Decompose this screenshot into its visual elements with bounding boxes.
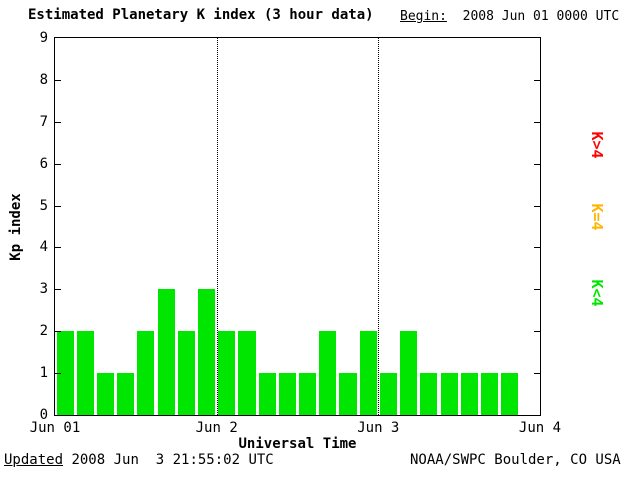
kp-bar [379,373,397,415]
kp-bar [258,373,276,415]
x-tick-label: Jun 2 [195,420,238,436]
updated-label: Updated [4,452,64,468]
y-tick-mark [534,205,540,207]
y-tick-label: 4 [39,239,48,256]
y-tick-label: 2 [39,323,48,340]
y-tick-label: 0 [39,407,48,423]
kp-bar [117,373,135,415]
day-boundary-line [217,38,218,415]
legend-k-lt-4: K<4 [588,279,606,307]
x-axis-title: Universal Time [238,436,357,452]
y-tick-label: 7 [39,113,48,130]
y-tick-mark [534,331,540,333]
kp-bar [440,373,458,415]
kp-bar [177,331,195,415]
begin-text: Begin: 2008 Jun 01 0000 UTC [400,9,619,24]
plot-area [54,37,541,416]
kp-bar [319,331,337,415]
kp-bar [359,331,377,415]
y-tick-mark [534,79,540,81]
y-tick-mark [55,289,61,291]
legend-k-gt-4: K>4 [588,131,606,159]
kp-bar [278,373,296,415]
y-tick-mark [55,247,61,249]
kp-bar [501,373,519,415]
y-tick-mark [55,373,61,375]
kp-bar [238,331,256,415]
y-tick-mark [534,163,540,165]
y-tick-mark [55,205,61,207]
kp-bar [460,373,478,415]
kp-bar [56,331,74,415]
kp-bar [218,331,236,415]
day-boundary-line [378,38,379,415]
kp-bar [76,331,94,415]
legend-k-eq-4: K=4 [588,203,606,231]
kp-bar [137,331,155,415]
updated-text: Updated 2008 Jun 3 21:55:02 UTC [4,452,274,468]
y-tick-label: 1 [39,365,48,382]
source-text: NOAA/SWPC Boulder, CO USA [410,452,621,468]
kp-bar [96,373,115,415]
kp-bar [157,289,175,415]
y-tick-mark [55,79,61,81]
y-tick-label: 6 [39,155,48,172]
y-tick-mark [534,247,540,249]
kp-bar [400,331,418,415]
y-tick-label: 8 [39,71,48,88]
x-tick-label: Jun 3 [357,420,400,436]
y-tick-mark [534,121,540,123]
y-tick-mark [55,331,61,333]
kp-bar [339,373,357,415]
updated-value: 2008 Jun 3 21:55:02 UTC [63,452,274,468]
begin-value: 2008 Jun 01 0000 UTC [446,9,620,24]
kp-bar [198,289,216,415]
y-tick-label: 5 [39,197,48,214]
chart-title: Estimated Planetary K index (3 hour data… [28,7,374,23]
y-tick-mark [534,373,540,375]
y-tick-mark [55,163,61,165]
kp-bar [299,373,317,415]
y-tick-label: 3 [39,281,48,298]
y-tick-mark [55,121,61,123]
kp-bar [480,373,499,415]
begin-label: Begin: [400,9,447,24]
x-tick-label: Jun 4 [518,420,562,436]
kp-bar [420,373,438,415]
y-tick-label: 9 [39,30,48,46]
y-tick-mark [534,289,540,291]
x-tick-label: Jun 01 [29,420,81,436]
